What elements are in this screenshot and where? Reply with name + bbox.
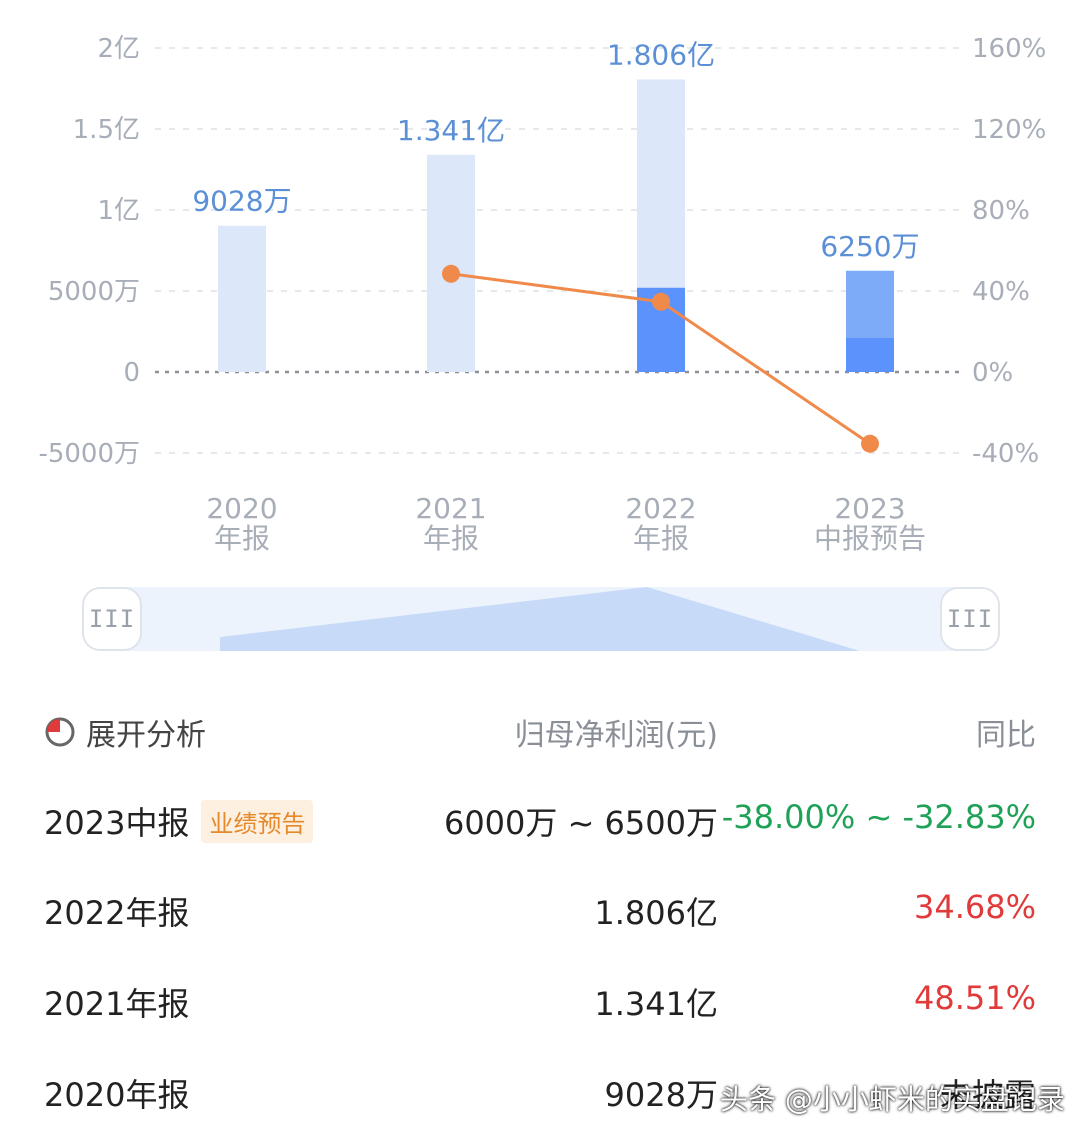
category-label: 中报预告 — [814, 522, 926, 555]
category-label: 2023 — [834, 492, 905, 525]
bar-value-label: 1.806亿 — [607, 38, 715, 71]
row-period: 2021年报 — [44, 979, 189, 1025]
left-axis-tick: 0 — [123, 358, 140, 388]
bar-highlight — [846, 337, 894, 372]
bar-value-label: 6250万 — [820, 230, 919, 263]
row-period-label: 2021年报 — [44, 985, 190, 1023]
profit-chart: 2亿 160% 1.5亿 120% 1亿 80% 5000万 40% 0 0% -5000万 -40%… — [38, 34, 1046, 555]
row-net-profit: 9028万 — [604, 1076, 718, 1114]
right-axis-tick: 40% — [972, 277, 1030, 307]
bar-value-label: 1.341亿 — [397, 114, 505, 147]
slider-preview-shape — [220, 587, 860, 651]
table-row[interactable]: 2023中报 业绩预告 6000万 ~ 6500万 -38.00% ~ -32.… — [0, 780, 1080, 860]
left-axis-tick: 1.5亿 — [73, 115, 140, 145]
range-slider[interactable]: III III — [82, 587, 1000, 651]
forecast-badge: 业绩预告 — [201, 799, 314, 843]
category-label: 年报 — [214, 522, 270, 555]
row-yoy: 34.68% — [913, 888, 1036, 926]
row-period: 2022年报 — [44, 888, 189, 934]
right-axis-tick: 0% — [972, 358, 1013, 388]
slider-left-handle[interactable]: III — [82, 587, 142, 651]
slider-right-handle[interactable]: III — [940, 587, 1000, 651]
row-net-profit: 6000万 ~ 6500万 — [443, 804, 718, 842]
row-net-profit: 1.341亿 — [594, 985, 718, 1023]
pie-chart-icon — [45, 717, 75, 747]
table-row[interactable]: 2020年报 9028万 未披露 — [0, 1052, 1080, 1132]
category-label: 年报 — [633, 522, 689, 555]
row-period-label: 2023中报 — [44, 804, 190, 842]
expand-analysis-label: 展开分析 — [86, 718, 206, 753]
right-axis-tick: -40% — [972, 439, 1039, 469]
row-net-profit: 1.806亿 — [594, 894, 718, 932]
row-period-label: 2020年报 — [44, 1076, 190, 1114]
row-period-label: 2022年报 — [44, 894, 190, 932]
expand-analysis-button[interactable]: 展开分析 — [44, 710, 206, 754]
bar — [427, 154, 475, 372]
table-header: 展开分析 归母净利润(元) 同比 — [0, 700, 1080, 760]
watermark: 头条 @小小虾米的实盘记录 — [720, 1083, 1065, 1116]
left-axis-tick: 2亿 — [97, 34, 140, 64]
right-axis-tick: 160% — [972, 34, 1046, 64]
net-profit-column-header: 归母净利润(元) — [514, 718, 718, 753]
yoy-column-header: 同比 — [976, 718, 1036, 753]
table-row[interactable]: 2022年报 1.806亿 34.68% — [0, 870, 1080, 950]
row-yoy: 未披露 — [939, 1076, 1036, 1114]
yoy-point — [442, 264, 460, 283]
bar — [218, 225, 266, 372]
category-label: 2021 — [415, 492, 486, 525]
left-axis-tick: 5000万 — [48, 277, 140, 307]
row-period: 2020年报 — [44, 1070, 189, 1116]
slider-preview — [220, 587, 860, 651]
yoy-point — [652, 292, 670, 311]
category-label: 年报 — [423, 522, 479, 555]
row-yoy: -38.00% ~ -32.83% — [721, 798, 1036, 836]
category-label: 2020 — [206, 492, 277, 525]
left-axis-tick: 1亿 — [97, 196, 140, 226]
row-period: 2023中报 业绩预告 — [44, 798, 314, 844]
yoy-point — [861, 434, 879, 453]
table-row[interactable]: 2021年报 1.341亿 48.51% — [0, 961, 1080, 1041]
left-axis-tick: -5000万 — [38, 439, 140, 469]
right-axis-tick: 80% — [972, 196, 1030, 226]
category-label: 2022 — [625, 492, 696, 525]
bar-value-label: 9028万 — [192, 185, 291, 218]
row-yoy: 48.51% — [913, 979, 1036, 1017]
right-axis-tick: 120% — [972, 115, 1046, 145]
